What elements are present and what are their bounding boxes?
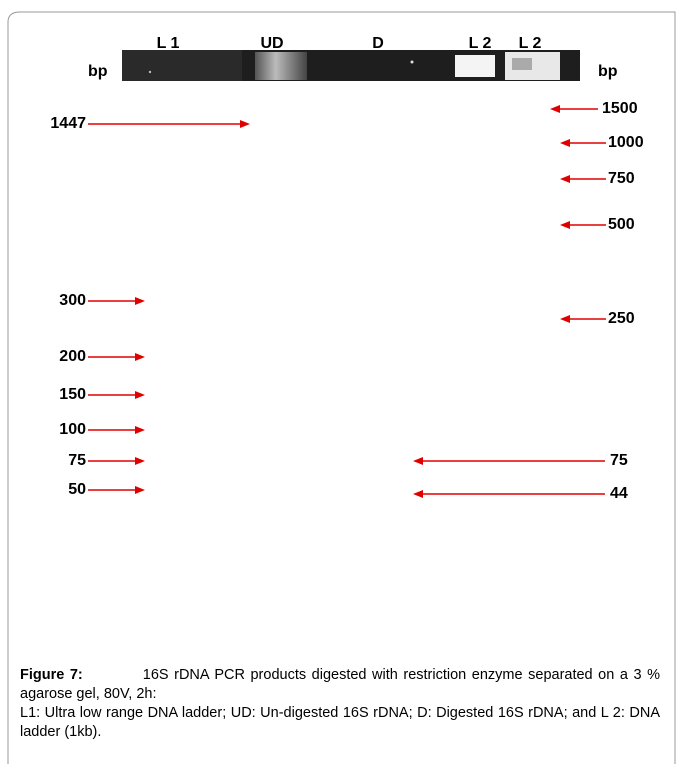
- marker-label: 1500: [602, 100, 638, 117]
- marker-label: 200: [59, 348, 86, 365]
- figure: bp bp L 1 UD D L 2 L 2 1447 300 200 150 100 75 50 15…: [0, 0, 683, 764]
- marker-label: 44: [610, 485, 628, 502]
- marker-label: 100: [59, 421, 86, 438]
- lane-label: L 2: [519, 35, 542, 52]
- arrow-head: [560, 221, 570, 229]
- arrow-head: [135, 391, 145, 399]
- arrow-head: [135, 457, 145, 465]
- caption: Figure 7:16S rDNA PCR products digested …: [20, 666, 660, 742]
- arrow-head: [135, 297, 145, 305]
- arrow-head: [560, 139, 570, 147]
- lane-label: L 2: [469, 35, 492, 52]
- lane-label: L 1: [157, 35, 180, 52]
- marker-label: 75: [610, 452, 628, 469]
- marker-label: 250: [608, 310, 635, 327]
- arrow-head: [135, 353, 145, 361]
- marker-label: 500: [608, 216, 635, 233]
- marker-label: 50: [68, 481, 86, 498]
- marker-label: 1000: [608, 134, 644, 151]
- marker-label: 150: [59, 386, 86, 403]
- lane-label: D: [372, 35, 384, 52]
- caption-label: Figure 7:: [20, 667, 83, 683]
- marker-label: 75: [68, 452, 86, 469]
- caption-text: 16S rDNA PCR products digested with rest…: [20, 667, 660, 702]
- arrow-head: [560, 175, 570, 183]
- figure-page: bp bp L 1 UD D L 2 L 2 1447 300 200 150 100 75 50 15…: [0, 0, 683, 764]
- arrow-head: [550, 105, 560, 113]
- bp-label: bp: [88, 63, 108, 80]
- gel-image: [122, 50, 580, 81]
- lane-label: UD: [260, 35, 283, 52]
- arrow-head: [135, 426, 145, 434]
- arrow-head: [413, 490, 423, 498]
- frame: [8, 12, 675, 764]
- caption-legend: L1: Ultra low range DNA ladder; UD: Un-d…: [20, 704, 660, 742]
- marker-label: 300: [59, 292, 86, 309]
- arrow-head: [560, 315, 570, 323]
- marker-label: 1447: [50, 115, 86, 132]
- bp-label: bp: [598, 63, 618, 80]
- arrow-head: [240, 120, 250, 128]
- arrow-head: [135, 486, 145, 494]
- arrow-head: [413, 457, 423, 465]
- caption-line: Figure 7:16S rDNA PCR products digested …: [20, 666, 660, 704]
- marker-label: 750: [608, 170, 635, 187]
